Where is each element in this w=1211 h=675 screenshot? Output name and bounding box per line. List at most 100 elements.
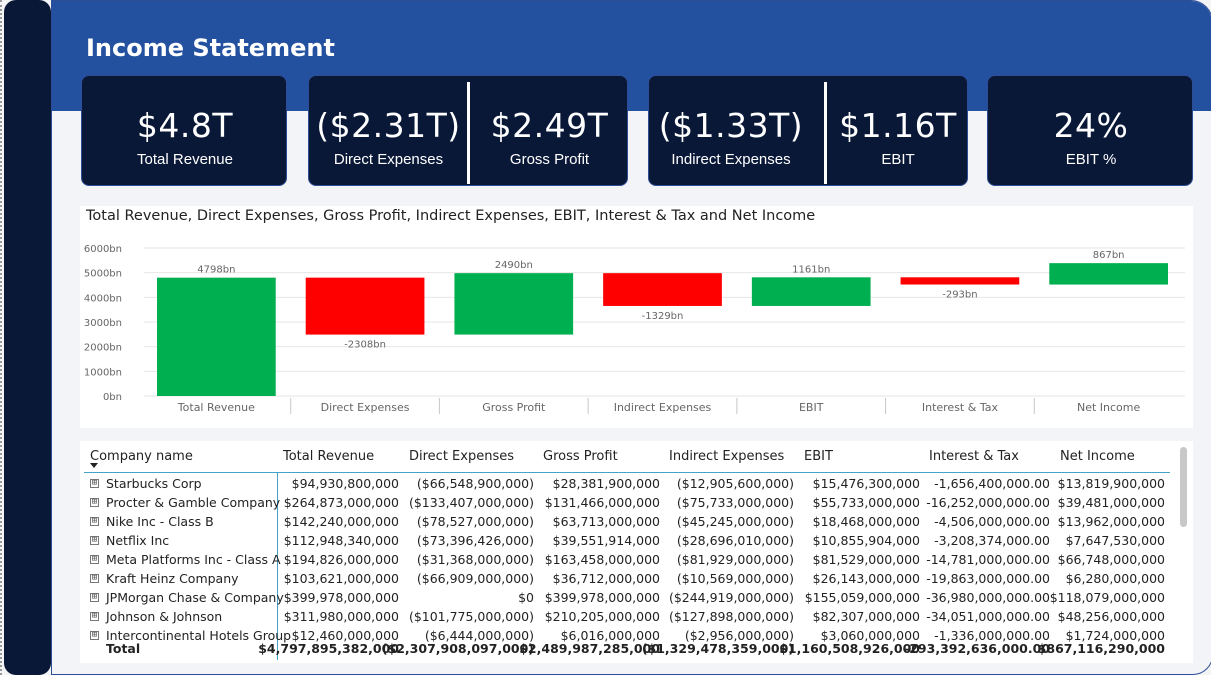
expand-icon[interactable]: ⊞ <box>90 497 99 507</box>
kpi-divider <box>824 82 827 184</box>
kpi-card-indirect-ebit[interactable]: ($1.33T) Indirect Expenses $1.16T EBIT <box>648 75 968 186</box>
page-title: Income Statement <box>86 34 335 62</box>
column-header-gross-profit[interactable]: Gross Profit <box>543 449 618 464</box>
value-cell: $15,476,300,000 <box>812 476 920 491</box>
waterfall-chart-panel[interactable]: Total Revenue, Direct Expenses, Gross Pr… <box>80 206 1193 428</box>
value-cell: $6,280,000,000 <box>1065 571 1165 586</box>
kpi-card-total-revenue[interactable]: $4.8T Total Revenue <box>81 75 287 186</box>
kpi-label: Direct Expenses <box>333 151 444 168</box>
data-label: -2308bn <box>344 340 386 351</box>
chart-title: Total Revenue, Direct Expenses, Gross Pr… <box>86 208 816 224</box>
value-cell: ($28,696,010,000) <box>676 533 794 548</box>
y-tick-label: 0bn <box>103 392 122 403</box>
column-header-interest-tax[interactable]: Interest & Tax <box>929 449 1019 464</box>
value-cell: $399,978,000,000 <box>283 590 399 605</box>
kpi-value: ($1.33T) <box>658 106 804 145</box>
value-cell: $63,713,000,000 <box>552 514 660 529</box>
table-row[interactable]: ⊞ Starbucks Corp $94,930,800,000 ($66,548,9… <box>80 476 1170 495</box>
value-cell: ($81,929,000,000) <box>676 552 794 567</box>
value-cell: ($78,527,000,000) <box>416 514 534 529</box>
value-cell: $13,819,900,000 <box>1057 476 1165 491</box>
total-label: Total <box>106 641 141 656</box>
value-cell: $1,724,000,000 <box>1065 628 1165 643</box>
value-cell: $6,016,000,000 <box>560 628 660 643</box>
value-cell: $81,529,000,000 <box>812 552 920 567</box>
value-cell: $28,381,900,000 <box>552 476 660 491</box>
column-header-net-income[interactable]: Net Income <box>1060 449 1135 464</box>
value-cell: -4,506,000,000.00 <box>934 514 1050 529</box>
kpi-label: EBIT <box>881 151 915 168</box>
column-divider <box>277 473 278 660</box>
table-row[interactable]: ⊞ Meta Platforms Inc - Class A $194,826,00… <box>80 552 1170 571</box>
value-cell: $1,160,508,926,000 <box>779 641 920 656</box>
table-total-row[interactable]: Total $4,797,895,382,000 ($2,307,908,097,0… <box>80 641 1170 660</box>
expand-icon[interactable]: ⊞ <box>90 592 99 602</box>
expand-icon[interactable]: ⊞ <box>90 478 99 488</box>
value-cell: $118,079,000,000 <box>1049 590 1165 605</box>
kpi-value: $1.16T <box>839 106 957 145</box>
sort-descending-icon[interactable] <box>90 463 98 468</box>
table-row[interactable]: ⊞ Nike Inc - Class B $142,240,000,000 ($78,… <box>80 514 1170 533</box>
bar-interest-tax <box>900 277 1020 285</box>
value-cell: ($244,919,000,000) <box>668 590 794 605</box>
value-cell: $0 <box>518 590 534 605</box>
value-cell: ($1,329,478,359,000) <box>641 641 794 656</box>
kpi-ebit: $1.16T EBIT <box>827 76 969 187</box>
table-row[interactable]: ⊞ Procter & Gamble Company $264,873,000,00… <box>80 495 1170 514</box>
kpi-gross-profit: $2.49T Gross Profit <box>470 76 629 187</box>
expand-icon[interactable]: ⊞ <box>90 535 99 545</box>
expand-icon[interactable]: ⊞ <box>90 554 99 564</box>
kpi-card-direct-gross[interactable]: ($2.31T) Direct Expenses $2.49T Gross Pr… <box>308 75 628 186</box>
value-cell: $55,733,000,000 <box>812 495 920 510</box>
expand-icon[interactable]: ⊞ <box>90 611 99 621</box>
value-cell: $7,647,530,000 <box>1065 533 1165 548</box>
kpi-value: $4.8T <box>136 106 234 145</box>
value-cell: -19,863,000,000.00 <box>926 571 1050 586</box>
value-cell: $155,059,000,000 <box>804 590 920 605</box>
y-tick-label: 1000bn <box>84 367 122 378</box>
company-name-cell: Nike Inc - Class B <box>106 514 214 529</box>
value-cell: -1,336,000,000.00 <box>934 628 1050 643</box>
table-row[interactable]: ⊞ Kraft Heinz Company $103,621,000,000 ($66… <box>80 571 1170 590</box>
expand-icon[interactable]: ⊞ <box>90 630 99 640</box>
value-cell: ($12,905,600,000) <box>676 476 794 491</box>
table-row[interactable]: ⊞ Intercontinental Hotels Group $12,460,00… <box>80 628 1170 647</box>
expand-icon[interactable]: ⊞ <box>90 516 99 526</box>
value-cell: ($10,569,000,000) <box>676 571 794 586</box>
value-cell: $82,307,000,000 <box>812 609 920 624</box>
value-cell: $66,748,000,000 <box>1057 552 1165 567</box>
value-cell: $39,551,914,000 <box>552 533 660 548</box>
vertical-scrollbar[interactable] <box>1180 447 1187 527</box>
value-cell: ($127,898,000,000) <box>668 609 794 624</box>
column-header-company-name[interactable]: Company name <box>90 449 193 464</box>
bar-total-revenue <box>157 277 276 396</box>
value-cell: $311,980,000,000 <box>283 609 399 624</box>
value-cell: $867,116,290,000 <box>1037 641 1165 656</box>
header-divider <box>84 472 1170 473</box>
bar-gross-profit <box>454 273 574 335</box>
column-header-direct-expenses[interactable]: Direct Expenses <box>409 449 514 464</box>
waterfall-chart[interactable]: 0bn 1000bn 2000bn 3000bn 4000bn 5000bn 6000bn 4… <box>80 206 1193 428</box>
value-cell: ($2,956,000,000) <box>684 628 794 643</box>
table-row[interactable]: ⊞ Johnson & Johnson $311,980,000,000 ($101,… <box>80 609 1170 628</box>
column-header-indirect-expenses[interactable]: Indirect Expenses <box>669 449 785 464</box>
navigation-rail[interactable] <box>4 0 51 675</box>
column-header-total-revenue[interactable]: Total Revenue <box>283 449 375 464</box>
expand-icon[interactable]: ⊞ <box>90 573 99 583</box>
bar-indirect-expenses <box>603 273 722 306</box>
value-cell: $131,466,000,000 <box>544 495 660 510</box>
x-tick-label: Direct Expenses <box>321 401 410 414</box>
table-row[interactable]: ⊞ JPMorgan Chase & Company $399,978,000,00… <box>80 590 1170 609</box>
table-row[interactable]: ⊞ Netflix Inc $112,948,340,000 ($73,396,426… <box>80 533 1170 552</box>
value-cell: $163,458,000,000 <box>544 552 660 567</box>
value-cell: $48,256,000,000 <box>1057 609 1165 624</box>
value-cell: $12,460,000,000 <box>291 628 399 643</box>
value-cell: ($73,396,426,000) <box>416 533 534 548</box>
column-header-ebit[interactable]: EBIT <box>804 449 833 464</box>
kpi-card-ebit-pct[interactable]: 24% EBIT % <box>987 75 1193 186</box>
company-table[interactable]: Company name Total Revenue Direct Expenses… <box>80 441 1193 663</box>
value-cell: $112,948,340,000 <box>283 533 399 548</box>
y-tick-label: 3000bn <box>84 318 122 329</box>
kpi-divider <box>467 82 470 184</box>
